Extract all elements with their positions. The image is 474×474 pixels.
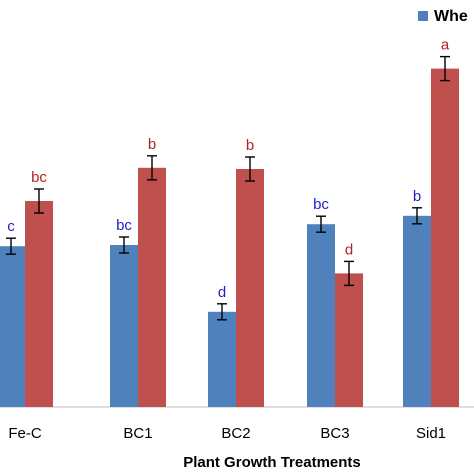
bar-s2-fe-c <box>25 201 53 407</box>
error-bar-s1-sid1 <box>412 207 422 225</box>
bar-s2-bc3 <box>335 273 363 407</box>
error-bar-s2-bc3 <box>344 260 354 287</box>
sig-letter-s1-fe-c: c <box>7 218 15 235</box>
error-bar-s1-bc2 <box>217 303 227 321</box>
error-bar-s2-bc1 <box>147 155 157 181</box>
bar-s2-bc1 <box>138 167 166 407</box>
error-bar-s2-bc2 <box>245 156 255 182</box>
error-bar-s1-bc3 <box>316 215 326 233</box>
legend-label-whe: Whe <box>434 8 468 25</box>
x-axis-label: Plant Growth Treatments <box>183 454 361 471</box>
error-bar-s1-bc1 <box>119 236 129 254</box>
legend: Whe <box>418 8 468 25</box>
bar-s1-sid1 <box>403 215 431 407</box>
bar-s1-fe-c <box>0 246 25 407</box>
error-bar-s2-fe-c <box>34 188 44 214</box>
sig-letter-s1-bc1: bc <box>116 217 132 234</box>
error-bar-s1-fe-c <box>6 237 16 255</box>
sig-letter-s1-bc2: d <box>218 284 226 301</box>
sig-letter-s2-bc3: d <box>345 241 353 258</box>
bars-group: c bc d bc b bc b b d a <box>0 37 459 407</box>
sig-letter-s2-fe-c: bc <box>31 169 47 186</box>
bar-s1-bc2 <box>208 311 236 407</box>
sig-letter-s2-sid1: a <box>441 37 450 54</box>
x-tick-bc1: BC1 <box>123 425 152 442</box>
sig-letter-s2-bc1: b <box>148 136 156 153</box>
x-tick-bc3: BC3 <box>320 425 349 442</box>
x-tick-bc2: BC2 <box>221 425 250 442</box>
sig-letter-s1-sid1: b <box>413 188 421 205</box>
bar-s1-bc1 <box>110 245 138 407</box>
x-tick-sid1: Sid1 <box>416 425 446 442</box>
x-tick-fe-c: Fe-C <box>8 425 42 442</box>
bar-s2-sid1 <box>431 68 459 407</box>
x-tick-labels: Fe-C BC1 BC2 BC3 Sid1 <box>8 425 446 442</box>
bar-s1-bc3 <box>307 224 335 407</box>
error-bar-s2-sid1 <box>440 55 450 82</box>
legend-swatch-whe <box>418 11 428 21</box>
bar-s2-bc2 <box>236 169 264 407</box>
sig-letter-s1-bc3: bc <box>313 196 329 213</box>
sig-letter-s2-bc2: b <box>246 137 254 154</box>
